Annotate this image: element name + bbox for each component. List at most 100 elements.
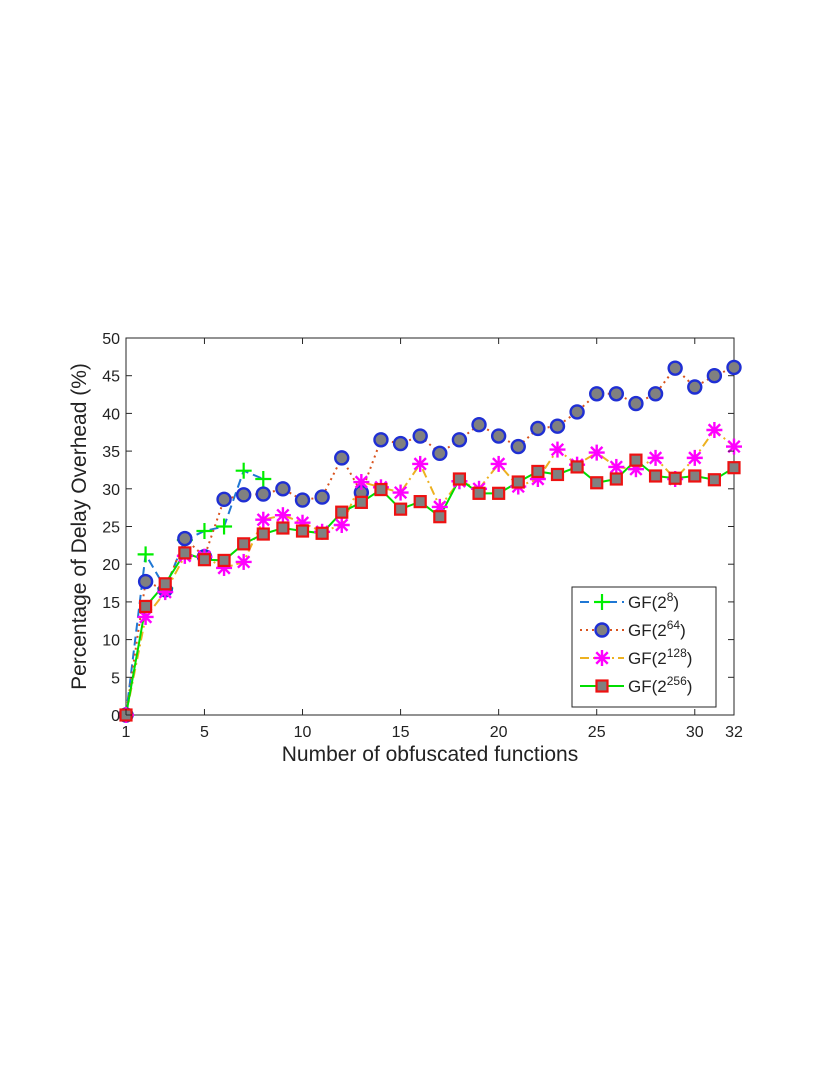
data-point-circle	[334, 450, 350, 466]
data-point-square	[590, 476, 604, 490]
data-point-circle	[667, 360, 683, 376]
legend-item: GF(28)	[580, 590, 679, 612]
data-point-square	[727, 461, 741, 475]
data-point-asterisk	[137, 608, 154, 625]
data-point-square	[335, 505, 349, 519]
data-point-square	[433, 510, 447, 524]
data-point-circle	[706, 368, 723, 384]
y-tick-label: 20	[102, 557, 120, 574]
series-markers-plus	[118, 462, 272, 723]
legend: GF(28) GF(264) GF(2128) GF(2256)	[571, 586, 717, 708]
data-point-square	[295, 524, 310, 538]
data-point-circle	[589, 386, 605, 402]
data-point-asterisk	[706, 421, 723, 438]
y-tick-label: 45	[102, 369, 120, 386]
legend-item: GF(2256)	[580, 674, 692, 696]
data-point-asterisk	[412, 455, 429, 472]
data-point-circle	[549, 418, 566, 434]
data-point-circle	[177, 530, 193, 547]
data-point-square	[688, 469, 702, 483]
legend-marker-circle	[594, 622, 610, 638]
x-tick-label: 15	[392, 724, 410, 741]
data-point-circle	[569, 404, 585, 420]
data-point-circle	[275, 481, 291, 497]
legend-item: GF(2128)	[580, 646, 692, 668]
data-point-circle	[235, 487, 252, 503]
data-point-square	[197, 553, 212, 567]
legend-item: GF(264)	[580, 618, 686, 640]
x-axis-label: Number of obfuscated functions	[282, 743, 579, 766]
data-point-circle	[608, 386, 625, 402]
series-line-plus	[125, 469, 264, 716]
x-tick-label: 10	[294, 724, 312, 741]
data-point-square	[609, 472, 623, 486]
data-point-asterisk	[686, 449, 703, 466]
data-point-circle	[471, 417, 487, 433]
data-point-asterisk	[608, 458, 625, 475]
data-point-asterisk	[647, 449, 664, 466]
legend-label-exponent: 128	[667, 646, 687, 660]
data-point-asterisk	[235, 553, 252, 570]
data-point-square	[570, 460, 584, 474]
data-point-circle	[314, 489, 330, 505]
y-tick-label: 10	[102, 633, 120, 650]
data-point-plus	[235, 462, 252, 479]
data-point-square	[158, 577, 172, 591]
data-point-circle	[530, 420, 546, 437]
data-point-circle	[412, 428, 428, 444]
y-tick-label: 15	[102, 595, 120, 612]
data-point-square	[217, 553, 231, 568]
data-point-plus	[216, 518, 233, 535]
data-point-square	[511, 475, 525, 489]
y-tick-label: 30	[102, 482, 120, 499]
x-tick-label: 20	[490, 724, 508, 741]
data-point-square	[139, 599, 153, 614]
data-point-circle	[687, 379, 703, 395]
data-point-square	[374, 482, 388, 497]
data-point-asterisk	[726, 438, 742, 455]
data-point-square	[393, 502, 408, 516]
y-tick-label: 40	[102, 406, 120, 423]
data-point-asterisk	[549, 441, 566, 458]
legend-label: GF(2128)	[628, 646, 692, 668]
data-point-square	[237, 537, 251, 551]
y-tick-label: 50	[102, 331, 120, 348]
legend-label-suffix: )	[680, 621, 686, 640]
data-point-circle	[647, 386, 664, 402]
x-tick-label: 32	[725, 724, 743, 741]
data-point-circle	[255, 486, 271, 502]
data-point-asterisk	[490, 455, 507, 472]
data-point-square	[472, 486, 486, 500]
data-point-square	[531, 464, 545, 479]
legend-label-base: GF(2	[628, 649, 667, 668]
data-point-square	[629, 453, 643, 467]
x-tick-label: 25	[588, 724, 606, 741]
data-point-circle	[726, 359, 742, 376]
data-point-square	[178, 546, 192, 560]
data-point-circle	[294, 492, 311, 508]
data-point-asterisk	[588, 444, 605, 461]
legend-label: GF(2256)	[628, 674, 692, 696]
data-point-asterisk	[353, 474, 370, 491]
y-tick-label: 35	[102, 444, 120, 461]
data-point-square	[413, 495, 427, 509]
data-point-circle	[490, 428, 507, 444]
data-point-square	[256, 527, 270, 541]
data-point-plus	[137, 546, 154, 563]
y-tick-label: 0	[111, 708, 120, 725]
data-point-circle	[510, 438, 526, 455]
series-markers-circle	[118, 359, 742, 723]
x-tick-label: 1	[122, 724, 131, 741]
data-point-asterisk	[274, 507, 291, 524]
data-point-circle	[628, 395, 644, 412]
data-point-circle	[137, 573, 154, 590]
data-point-square	[550, 467, 565, 482]
data-point-square	[492, 486, 506, 500]
data-point-square	[276, 521, 290, 535]
data-point-plus	[196, 523, 213, 540]
data-point-square	[648, 469, 663, 483]
legend-label-suffix: )	[673, 593, 679, 612]
data-point-circle	[432, 445, 448, 462]
data-point-square	[354, 495, 368, 509]
x-tick-label: 5	[200, 724, 209, 741]
